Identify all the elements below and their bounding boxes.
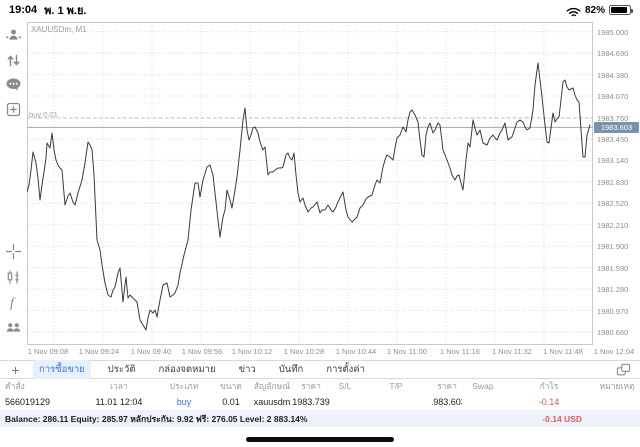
buy-sell-arrows-icon[interactable]: [5, 52, 22, 69]
open-position-label: buy 0.01: [29, 110, 58, 119]
price-tick-label: 1982.210: [597, 220, 629, 230]
table-cell: [360, 394, 432, 409]
time-tick-label: 1 Nov 09:40: [130, 347, 172, 356]
time-tick-label: 1 Nov 09:08: [27, 347, 69, 356]
table-cell: 11.01 12:04: [95, 396, 143, 407]
table-header-cell: หมายเหตุ: [599, 381, 635, 391]
clock: 19:04: [9, 4, 38, 16]
table-cell: 566019129: [5, 396, 51, 407]
price-tick-label: 1984.690: [597, 49, 629, 59]
tab-journal[interactable]: บันทึก: [278, 364, 304, 375]
table-cell: xauusdm: [253, 396, 291, 407]
chart-canvas: [27, 22, 593, 345]
tab-trade[interactable]: การซื้อขาย: [33, 360, 91, 379]
table-cell: buy: [176, 396, 192, 407]
table-header-cell: ราคา: [437, 381, 457, 391]
price-line-series: [27, 62, 591, 331]
chart-symbol-label: XAUUSDm, M1: [31, 25, 87, 34]
table-cell: -0.14: [538, 396, 560, 407]
table-header-cell: Swap: [472, 381, 494, 391]
table-cell: 1983.739: [292, 396, 330, 407]
time-tick-label: 1 Nov 09:56: [181, 347, 223, 356]
price-tick-label: 1983.760: [597, 113, 629, 123]
time-tick-label: 1 Nov 09:24: [78, 347, 120, 356]
battery-icon: [609, 5, 633, 15]
time-tick-label: 1 Nov 10:28: [283, 347, 325, 356]
crosshair-icon[interactable]: [5, 243, 22, 260]
position-row[interactable]: 566019129 11.01 12:04 buy 0.01 xauusdm 1983.7…: [0, 394, 640, 409]
chat-icon[interactable]: [5, 76, 22, 93]
home-indicator[interactable]: [246, 437, 394, 442]
price-axis[interactable]: 1985.000 1984.690 1984.380 1984.070 1983.760…: [594, 20, 640, 358]
time-tick-label: 1 Nov 12:04: [593, 347, 635, 356]
table-header-cell: ขนาด: [220, 381, 242, 391]
floating-profit: -0.14 USD: [542, 413, 582, 424]
table-cell: [330, 394, 360, 409]
table-cell: 1983.603: [432, 396, 462, 407]
price-tick-label: 1985.000: [597, 27, 629, 37]
chart-border: [27, 22, 593, 345]
time-tick-label: 1 Nov 10:44: [335, 347, 377, 356]
table-header-cell: ราคา: [301, 381, 321, 391]
indicators-icon[interactable]: f: [5, 294, 22, 311]
time-tick-label: 1 Nov 11:48: [543, 347, 583, 356]
price-tick-label: 1981.900: [597, 242, 629, 252]
table-header-cell: S/L: [338, 381, 352, 391]
tab-history[interactable]: ประวัติ: [107, 364, 136, 375]
table-header-cell: กำไร: [539, 381, 559, 391]
tab-settings[interactable]: การตั้งค่า: [326, 364, 365, 375]
table-cell: 0.01: [222, 396, 240, 407]
price-tick-label: 1981.590: [597, 263, 629, 273]
price-chart[interactable]: XAUUSDm, M1 buy 0.01: [27, 22, 593, 345]
table-header-cell: สัญลักษณ์: [253, 381, 291, 391]
table-cell: [594, 394, 640, 409]
tab-news[interactable]: ข่าว: [238, 364, 256, 375]
table-header-cell: T/P: [389, 381, 403, 391]
new-order-icon[interactable]: [5, 101, 22, 118]
positions-table-header: คำสั่ง เวลา ประเภท ขนาด สัญลักษณ์ ราคา S/L T/P ร…: [0, 379, 640, 393]
time-tick-label: 1 Nov 11:32: [492, 347, 532, 356]
time-tick-label: 1 Nov 11:00: [387, 347, 427, 356]
trade-panel-icon[interactable]: [5, 27, 22, 44]
tab-mailbox[interactable]: กล่องจดหมาย: [158, 364, 216, 375]
time-tick-label: 1 Nov 10:12: [231, 347, 273, 356]
price-tick-label: 1981.280: [597, 285, 629, 295]
windows-icon[interactable]: [616, 363, 631, 377]
table-cell: [462, 394, 504, 409]
price-tick-label: 1984.070: [597, 92, 629, 102]
svg-text:f: f: [10, 296, 16, 311]
price-tick-label: 1982.830: [597, 177, 629, 187]
price-tick-label: 1980.660: [597, 328, 629, 337]
time-tick-label: 1 Nov 11:16: [440, 347, 480, 356]
objects-icon[interactable]: [5, 319, 22, 336]
table-header-cell: คำสั่ง: [5, 381, 25, 391]
battery-percent: 82%: [584, 4, 605, 16]
wifi-icon: [566, 5, 581, 16]
tab-bar-items: การซื้อขาย ประวัติ กล่องจดหมาย ข่าว บันทึก กา…: [33, 360, 371, 379]
price-tick-label: 1984.380: [597, 70, 629, 80]
chart-toolbar: f M1: [0, 20, 27, 373]
time-axis[interactable]: 1 Nov 09:08 1 Nov 09:24 1 Nov 09:40 1 Nov 0…: [0, 347, 640, 358]
table-header-cell: ประเภท: [169, 381, 199, 391]
status-date: พ. 1 พ.ย.: [44, 5, 87, 17]
account-summary-bar: Balance: 286.11 Equity: 285.97 หลักประกั…: [0, 410, 640, 427]
table-header-cell: เวลา: [110, 381, 128, 391]
chart-type-icon[interactable]: [5, 269, 22, 286]
bottom-tab-bar: + การซื้อขาย ประวัติ กล่องจดหมาย ข่าว บันทึก…: [0, 360, 640, 379]
price-tick-label: 1983.450: [597, 134, 629, 144]
price-tick-label: 1980.970: [597, 306, 629, 316]
price-tick-label: 1982.520: [597, 199, 629, 209]
add-tab-button[interactable]: +: [11, 361, 20, 378]
status-bar: 19:04 พ. 1 พ.ย. 82%: [0, 0, 640, 20]
current-price-tag: 1983.603: [594, 121, 639, 133]
account-summary-text: Balance: 286.11 Equity: 285.97 หลักประกั…: [5, 413, 308, 424]
price-tick-label: 1983.140: [597, 156, 629, 166]
